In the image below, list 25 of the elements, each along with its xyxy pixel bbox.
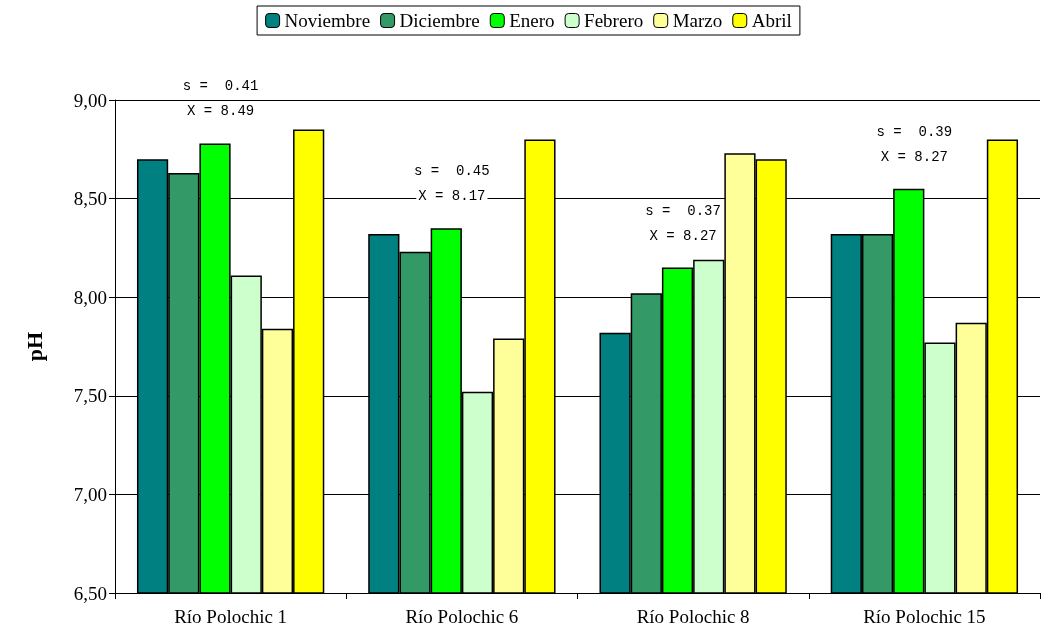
- y-tick-label: 6,50: [73, 582, 107, 604]
- legend-label: Enero: [509, 10, 555, 31]
- x-tick-label: Río Polochic 1: [174, 606, 288, 627]
- y-tick-label: 8,50: [73, 188, 107, 210]
- legend-label: Noviembre: [284, 10, 371, 31]
- annotation: s = 0.37: [645, 202, 721, 219]
- annotation: s = 0.45: [414, 163, 490, 180]
- legend-label: Marzo: [672, 10, 723, 31]
- x-tick-label: Río Polochic 6: [405, 606, 519, 627]
- x-tick-label: Río Polochic 8: [636, 606, 750, 627]
- legend-label: Abril: [751, 10, 792, 31]
- annotation: X = 8.49: [187, 103, 255, 120]
- legend-label: Febrero: [584, 10, 644, 31]
- x-tick-label: Río Polochic 15: [863, 606, 986, 627]
- text: s = 0.41: [182, 78, 259, 95]
- annotation: X = 8.17: [418, 188, 486, 205]
- annotation: X = 8.27: [880, 148, 948, 165]
- y-tick-label: 9,00: [73, 89, 107, 111]
- y-axis-title: pH: [21, 331, 47, 362]
- y-tick-label: 7,50: [73, 385, 107, 407]
- y-tick-label: 7,00: [73, 483, 107, 505]
- annotation: s = 0.39: [876, 123, 953, 140]
- annotation: X = 8.27: [649, 227, 717, 244]
- legend-label: Diciembre: [399, 10, 480, 31]
- y-tick-label: 8,00: [73, 286, 107, 308]
